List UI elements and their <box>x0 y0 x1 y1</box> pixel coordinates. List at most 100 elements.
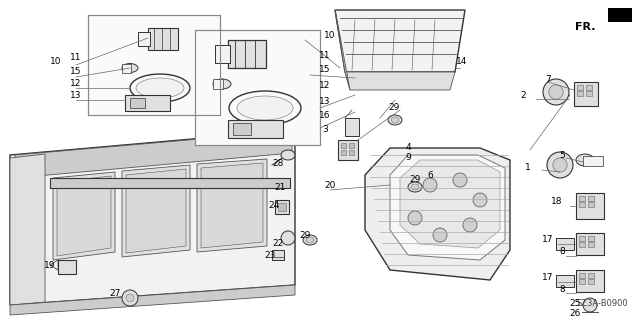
Ellipse shape <box>281 150 295 160</box>
Circle shape <box>547 152 573 178</box>
Ellipse shape <box>388 115 402 125</box>
Polygon shape <box>53 172 115 260</box>
Circle shape <box>543 79 569 105</box>
Bar <box>579 273 585 278</box>
Bar <box>556 238 574 250</box>
Bar <box>349 143 354 148</box>
Bar <box>576 270 604 292</box>
Bar <box>586 85 592 90</box>
Text: 25: 25 <box>570 300 580 308</box>
Bar <box>579 242 585 247</box>
Text: 20: 20 <box>324 181 336 189</box>
Text: 10: 10 <box>51 57 61 66</box>
Circle shape <box>122 290 138 306</box>
Text: 29: 29 <box>410 175 420 184</box>
Bar <box>345 118 359 136</box>
Circle shape <box>453 173 467 187</box>
Bar <box>574 82 598 106</box>
Text: 26: 26 <box>570 308 580 317</box>
Text: SZ3A-B0900: SZ3A-B0900 <box>577 299 628 308</box>
Bar <box>576 193 604 219</box>
Circle shape <box>408 211 422 225</box>
Circle shape <box>463 218 477 232</box>
Text: 8: 8 <box>559 248 565 256</box>
Bar <box>579 196 585 201</box>
Bar <box>122 64 131 73</box>
Bar <box>588 202 594 207</box>
Text: FR.: FR. <box>575 22 595 32</box>
Text: 11: 11 <box>319 50 331 60</box>
Ellipse shape <box>408 182 422 192</box>
Bar <box>583 156 603 166</box>
Polygon shape <box>345 72 455 90</box>
Polygon shape <box>335 10 350 90</box>
Bar <box>341 150 346 155</box>
Bar <box>588 273 594 278</box>
Bar <box>213 79 223 89</box>
Text: 29: 29 <box>388 103 400 113</box>
Bar <box>233 123 251 135</box>
Text: 1: 1 <box>525 164 531 173</box>
Bar <box>579 202 585 207</box>
Polygon shape <box>50 260 58 270</box>
Polygon shape <box>390 155 505 260</box>
Bar <box>579 236 585 241</box>
Text: 12: 12 <box>319 80 331 90</box>
Text: 11: 11 <box>70 54 82 63</box>
Bar <box>228 120 283 138</box>
Circle shape <box>583 298 597 312</box>
Ellipse shape <box>391 117 399 123</box>
Polygon shape <box>10 154 45 305</box>
Circle shape <box>549 85 563 99</box>
Ellipse shape <box>303 235 317 245</box>
Text: 24: 24 <box>268 201 280 210</box>
Bar <box>579 279 585 284</box>
Bar <box>215 45 230 63</box>
Bar <box>130 98 145 108</box>
Polygon shape <box>122 165 190 257</box>
Polygon shape <box>10 130 295 305</box>
Bar <box>138 32 150 46</box>
Bar <box>272 250 284 260</box>
Text: 5: 5 <box>559 151 565 160</box>
Polygon shape <box>400 160 500 248</box>
Text: 7: 7 <box>545 76 551 85</box>
Text: 13: 13 <box>319 97 331 106</box>
Ellipse shape <box>411 184 419 190</box>
Ellipse shape <box>237 96 293 120</box>
Text: 6: 6 <box>427 170 433 180</box>
Bar <box>556 275 574 287</box>
Text: 27: 27 <box>109 290 121 299</box>
Text: 12: 12 <box>70 78 82 87</box>
Ellipse shape <box>122 63 138 72</box>
Text: 16: 16 <box>319 110 331 120</box>
Text: 15: 15 <box>319 65 331 75</box>
Bar <box>588 242 594 247</box>
Text: 22: 22 <box>273 240 284 249</box>
Bar <box>608 8 632 22</box>
Text: 29: 29 <box>300 231 310 240</box>
Circle shape <box>473 193 487 207</box>
Bar <box>588 279 594 284</box>
Bar <box>341 143 346 148</box>
Bar <box>577 85 583 90</box>
Text: 9: 9 <box>405 152 411 161</box>
Text: 3: 3 <box>322 125 328 135</box>
Polygon shape <box>88 15 220 115</box>
Bar <box>586 91 592 96</box>
Text: 10: 10 <box>324 31 336 40</box>
Circle shape <box>553 158 567 172</box>
Circle shape <box>423 178 437 192</box>
Polygon shape <box>365 148 510 280</box>
Text: 8: 8 <box>559 286 565 294</box>
Bar <box>338 140 358 160</box>
Ellipse shape <box>213 79 231 89</box>
Text: 21: 21 <box>275 183 285 192</box>
Bar <box>228 40 266 68</box>
Text: 13: 13 <box>70 91 82 100</box>
Text: 2: 2 <box>520 91 526 100</box>
Polygon shape <box>126 169 186 253</box>
Circle shape <box>433 228 447 242</box>
Bar <box>577 91 583 96</box>
Polygon shape <box>201 163 263 248</box>
